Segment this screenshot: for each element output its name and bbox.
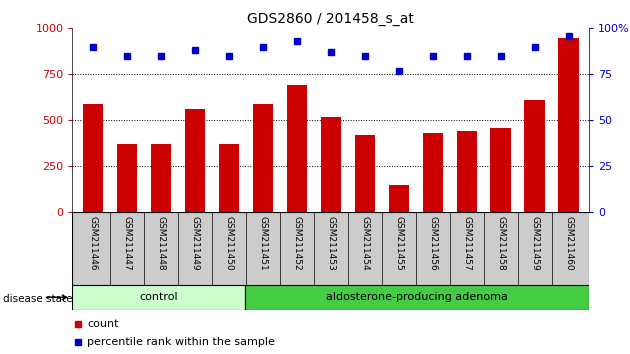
Text: GSM211460: GSM211460 bbox=[564, 216, 573, 271]
Bar bbox=[244, 285, 589, 310]
Text: control: control bbox=[139, 292, 178, 302]
Bar bbox=[321, 117, 341, 212]
Bar bbox=[558, 38, 579, 212]
Bar bbox=[355, 135, 375, 212]
Text: GSM211450: GSM211450 bbox=[224, 216, 233, 271]
Bar bbox=[117, 144, 137, 212]
Text: GSM211449: GSM211449 bbox=[190, 216, 199, 271]
Bar bbox=[253, 104, 273, 212]
Title: GDS2860 / 201458_s_at: GDS2860 / 201458_s_at bbox=[248, 12, 414, 26]
Text: aldosterone-producing adenoma: aldosterone-producing adenoma bbox=[326, 292, 508, 302]
Text: GSM211446: GSM211446 bbox=[88, 216, 98, 271]
Bar bbox=[185, 109, 205, 212]
Text: GSM211454: GSM211454 bbox=[360, 216, 369, 271]
Bar bbox=[423, 133, 443, 212]
Bar bbox=[219, 144, 239, 212]
Text: GSM211456: GSM211456 bbox=[428, 216, 437, 271]
Bar bbox=[72, 285, 244, 310]
Text: count: count bbox=[87, 319, 118, 329]
Bar bbox=[287, 85, 307, 212]
Text: GSM211448: GSM211448 bbox=[156, 216, 165, 271]
Text: GSM211453: GSM211453 bbox=[326, 216, 335, 271]
Text: disease state: disease state bbox=[3, 294, 72, 304]
Bar bbox=[491, 128, 511, 212]
Text: GSM211451: GSM211451 bbox=[258, 216, 267, 271]
Text: GSM211447: GSM211447 bbox=[122, 216, 131, 271]
Text: GSM211457: GSM211457 bbox=[462, 216, 471, 271]
Bar bbox=[524, 100, 545, 212]
Bar bbox=[389, 185, 409, 212]
Bar bbox=[457, 131, 477, 212]
Text: GSM211455: GSM211455 bbox=[394, 216, 403, 271]
Bar bbox=[151, 144, 171, 212]
Text: GSM211459: GSM211459 bbox=[530, 216, 539, 271]
Text: GSM211458: GSM211458 bbox=[496, 216, 505, 271]
Bar bbox=[72, 212, 589, 285]
Bar bbox=[83, 104, 103, 212]
Text: percentile rank within the sample: percentile rank within the sample bbox=[87, 337, 275, 347]
Text: GSM211452: GSM211452 bbox=[292, 216, 301, 271]
